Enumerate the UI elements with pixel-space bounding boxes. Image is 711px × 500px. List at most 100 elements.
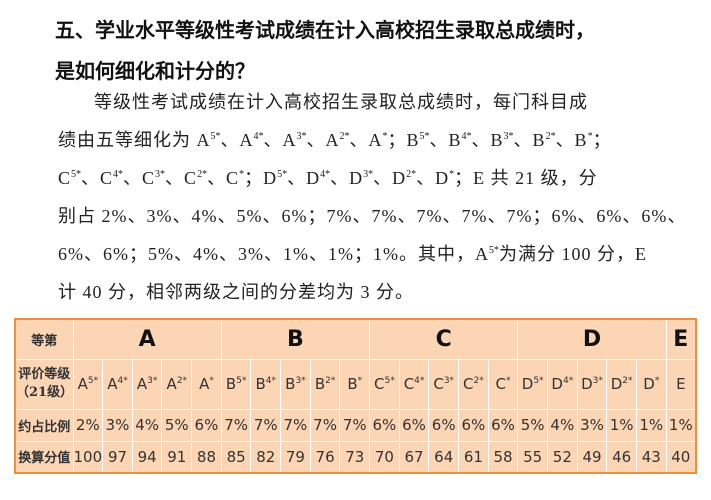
grade-letter: D [643, 375, 655, 393]
grade-letter: A [136, 375, 148, 393]
group-header: A [72, 318, 222, 360]
percent-cell: 3% [102, 408, 133, 442]
superscript: 5* [210, 131, 221, 142]
grade-letter: D [581, 375, 593, 393]
score-cell: 58 [487, 440, 519, 474]
group-header: E [665, 318, 697, 360]
grade-cell: C* [487, 358, 519, 410]
row-label-line: 评价等级 [18, 367, 71, 382]
percent-cell: 2% [72, 408, 104, 442]
table-row: 等第 A B C D E [14, 318, 697, 360]
text-run: 别占 2%、3%、4%、5%、6%；7%、7%、7%、7%、7%；6%、6%、6… [58, 206, 687, 226]
percent-cell: 4% [131, 408, 163, 442]
grade-superscript: * [209, 376, 214, 386]
superscript: 2* [545, 131, 556, 142]
score-cell: 79 [280, 440, 311, 474]
grade-superscript: * [654, 376, 660, 386]
text-run: 、A [349, 130, 383, 150]
grade-table: 等第 A B C D E 评价等级 （21级） A5* A4* A3* A2* A* B5* B4* B3* B… [14, 318, 697, 474]
percent-cell: 4% [547, 408, 578, 442]
percent-cell: 6% [487, 408, 519, 442]
grade-superscript: 3* [592, 376, 603, 386]
text-run: 、D [287, 168, 321, 188]
text-run: 、A [220, 130, 254, 150]
text-run: 、C [81, 168, 114, 188]
percent-cell: 5% [517, 408, 548, 442]
text-run: 、D [373, 168, 407, 188]
score-cell: 73 [339, 440, 371, 474]
grade-letter: C [463, 375, 474, 393]
text-run: 等级性考试成绩在计入高校招生录取总成绩时，每门科目成 [94, 92, 588, 112]
grade-cell: C2* [458, 358, 489, 410]
grade-letter: C [374, 375, 385, 393]
score-cell: 40 [665, 440, 697, 474]
text-run: 、D [330, 168, 364, 188]
score-cell: 76 [309, 440, 341, 474]
grade-superscript: 3* [147, 376, 158, 386]
superscript: * [449, 169, 455, 180]
text-run: 、C [123, 168, 156, 188]
text-run: 绩由五等细化为 A [58, 130, 211, 150]
heading-line: 是如何细化和计分的？ [55, 59, 255, 83]
percent-cell: 7% [309, 408, 341, 442]
percent-cell: 3% [576, 408, 608, 442]
superscript: * [382, 131, 388, 142]
grade-cell: B4* [250, 358, 282, 410]
score-cell: 55 [517, 440, 548, 474]
grade-cell: A2* [161, 358, 193, 410]
row-label: 约占比例 [14, 408, 74, 442]
text-run: ；E 共 21 级，分 [454, 168, 598, 188]
percent-cell: 1% [665, 408, 697, 442]
grade-cell: C3* [428, 358, 460, 410]
percent-cell: 6% [369, 408, 400, 442]
score-cell: 100 [72, 440, 104, 474]
superscript: * [587, 131, 593, 142]
percent-cell: 5% [161, 408, 193, 442]
grade-cell: B2* [309, 358, 341, 410]
table-row: 评价等级 （21级） A5* A4* A3* A2* A* B5* B4* B3* B2* B* C5*… [14, 358, 697, 410]
paragraph-line: 计 40 分，相邻两级之间的分差均为 3 分。 [58, 278, 414, 304]
paragraph-line: C5*、C4*、C3*、C2*、C*；D5*、D4*、D3*、D2*、D*；E … [58, 164, 598, 190]
score-cell: 88 [191, 440, 222, 474]
grade-cell: D2* [606, 358, 637, 410]
row-label-line: （21级） [16, 385, 73, 400]
paragraph-line: 等级性考试成绩在计入高校招生录取总成绩时，每门科目成 [94, 88, 588, 114]
grade-superscript: 4* [562, 376, 574, 386]
superscript: 4* [253, 131, 264, 142]
score-cell: 91 [161, 440, 193, 474]
superscript: 5* [277, 169, 288, 180]
grade-letter: B [225, 375, 237, 393]
superscript: 5* [419, 131, 430, 142]
grade-letter: D [551, 375, 563, 393]
text-run: 、C [207, 168, 240, 188]
grade-cell: A3* [131, 358, 163, 410]
grade-cell: E [665, 358, 697, 410]
percent-cell: 1% [606, 408, 637, 442]
grade-cell: B3* [280, 358, 311, 410]
grade-superscript: 5* [533, 376, 544, 386]
grade-cell: B* [339, 358, 371, 410]
grade-superscript: 3* [295, 376, 306, 386]
grade-superscript: 4* [117, 376, 128, 386]
grade-cell: A5* [72, 358, 104, 410]
row-label: 评价等级 （21级） [14, 358, 74, 410]
grade-letter: B [314, 375, 326, 393]
percent-cell: 7% [339, 408, 371, 442]
text-run: 、B [513, 130, 546, 150]
grade-cell: C5* [369, 358, 400, 410]
grade-superscript: 5* [384, 376, 395, 386]
superscript: 3* [155, 169, 166, 180]
text-run: ； [592, 130, 612, 150]
text-run: 、B [429, 130, 462, 150]
grade-letter: E [676, 375, 686, 393]
grade-superscript: * [506, 376, 511, 386]
grade-superscript: 5* [87, 376, 99, 386]
grade-letter: D [610, 375, 623, 393]
superscript: 5* [488, 245, 499, 256]
text-run: C [58, 168, 72, 188]
paragraph-line: 绩由五等细化为 A5*、A4*、A3*、A2*、A*；B5*、B4*、B3*、B… [58, 126, 612, 152]
grade-letter: C [433, 375, 444, 393]
score-cell: 52 [547, 440, 578, 474]
paragraph-line: 6%、6%；5%、4%、3%、1%、1%；1%。其中，A5*为满分 100 分，… [58, 240, 647, 266]
group-header: D [517, 318, 667, 360]
